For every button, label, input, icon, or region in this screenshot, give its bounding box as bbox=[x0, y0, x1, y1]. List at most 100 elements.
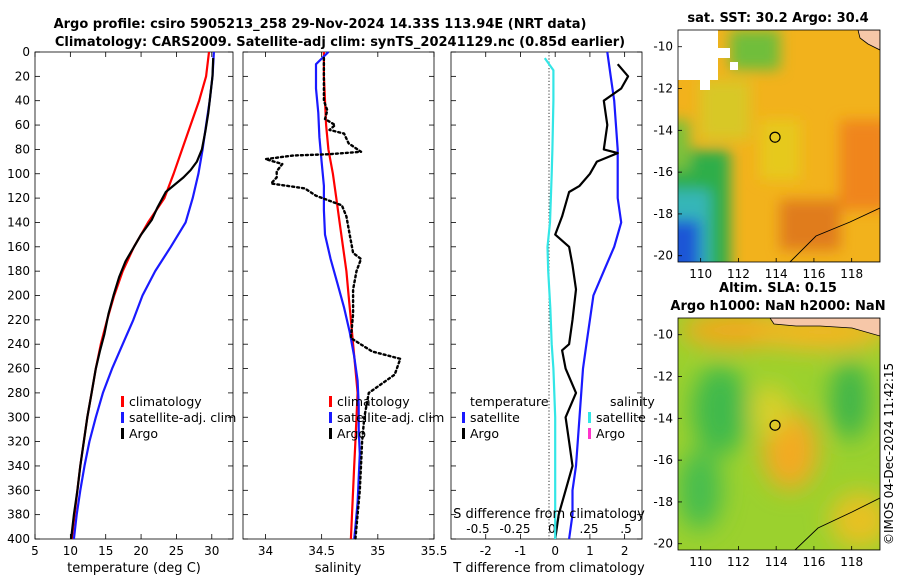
sla-coastline bbox=[794, 497, 880, 550]
series-satellite-adj-clim bbox=[314, 51, 361, 540]
difference-ticks: -2 -1 0 1 2 -0.5 -0.25 0 .25 .5 bbox=[451, 51, 642, 558]
x-tick-label: 25 bbox=[169, 544, 184, 558]
x-tick-label: 35.5 bbox=[421, 544, 448, 558]
legend-label-argo: Argo bbox=[337, 426, 366, 441]
difference-legend: temperature satellite Argo salinity sate… bbox=[462, 394, 655, 441]
x-tick-label-top: -0.5 bbox=[466, 522, 489, 536]
difference-lines bbox=[543, 51, 630, 540]
temperature-lines bbox=[70, 51, 215, 540]
x-tick-label: -2 bbox=[480, 544, 492, 558]
difference-xlabel-top: S difference from climatology bbox=[453, 507, 645, 522]
y-tick-label: 20 bbox=[15, 69, 30, 83]
legend-label-temperature-argo: Argo bbox=[470, 426, 499, 441]
lon-tick-label: 116 bbox=[802, 555, 825, 569]
legend-swatch-argo bbox=[121, 428, 124, 439]
series-climatology bbox=[70, 51, 211, 540]
y-tick-label: 300 bbox=[7, 410, 30, 424]
series-satellite-adj-clim bbox=[72, 51, 215, 540]
y-tick-label: 80 bbox=[15, 142, 30, 156]
x-tick-label-top: .25 bbox=[579, 522, 598, 536]
y-tick-label: 340 bbox=[7, 459, 30, 473]
lon-tick-label: 114 bbox=[765, 267, 788, 281]
title-line-2: Climatology: CARS2009. Satellite-adj cli… bbox=[55, 35, 625, 50]
legend-label-satellite: satellite-adj. clim bbox=[129, 410, 236, 425]
lon-tick-label: 118 bbox=[840, 267, 863, 281]
temperature-legend: climatology satellite-adj. clim Argo bbox=[121, 394, 236, 441]
lat-tick-label: -10 bbox=[653, 40, 673, 54]
x-tick-label: 35 bbox=[370, 544, 385, 558]
temperature-xlabel: temperature (deg C) bbox=[67, 561, 201, 576]
salinity-xlabel: salinity bbox=[315, 561, 362, 576]
lat-tick-label: -20 bbox=[653, 537, 673, 551]
x-tick-label-top: -0.25 bbox=[499, 522, 530, 536]
legend-title-salinity: salinity bbox=[610, 394, 655, 409]
x-tick-label: 10 bbox=[63, 544, 78, 558]
y-tick-label: 100 bbox=[7, 167, 30, 181]
sst-map-title: sat. SST: 30.2 Argo: 30.4 bbox=[687, 11, 868, 26]
lon-tick-label: 112 bbox=[727, 267, 750, 281]
title-line-1: Argo profile: csiro 5905213_258 29-Nov-2… bbox=[54, 17, 587, 32]
lat-tick-label: -14 bbox=[653, 123, 673, 137]
legend-label-salinity-argo: Argo bbox=[596, 426, 625, 441]
sla-map-panel: Altim. SLA: 0.15 Argo h1000: NaN h2000: … bbox=[653, 281, 885, 569]
sst-coastline bbox=[789, 207, 880, 262]
sla-map-ticks: 110 112 114 116 118 -10 -12 -14 -16 -18 -20 bbox=[653, 328, 863, 569]
lat-tick-label: -16 bbox=[653, 165, 673, 179]
y-tick-label: 380 bbox=[7, 508, 30, 522]
legend-swatch-temperature-argo bbox=[462, 428, 465, 439]
temperature-ticks: 5 10 15 20 25 3002040608010012014016018020022… bbox=[7, 45, 233, 558]
sst-land bbox=[857, 30, 880, 51]
legend-swatch-satellite bbox=[329, 412, 332, 423]
difference-axes-frame bbox=[450, 51, 643, 540]
series-salinity-satellite bbox=[543, 57, 557, 539]
sla-map-subtitle: Argo h1000: NaN h2000: NaN bbox=[670, 299, 885, 314]
x-tick-label-top: .5 bbox=[620, 522, 631, 536]
y-tick-label: 40 bbox=[15, 94, 30, 108]
lon-tick-label: 112 bbox=[727, 555, 750, 569]
x-tick-label: 1 bbox=[586, 544, 594, 558]
salinity-ticks: 34 34.5 35 35.5 bbox=[243, 51, 448, 558]
y-tick-label: 220 bbox=[7, 313, 30, 327]
argo-position-marker bbox=[769, 419, 781, 431]
y-tick-label: 60 bbox=[15, 118, 30, 132]
series-argo bbox=[70, 58, 215, 540]
lat-tick-label: -20 bbox=[653, 249, 673, 263]
legend-swatch-satellite bbox=[121, 412, 124, 423]
y-tick-label: 200 bbox=[7, 289, 30, 303]
y-tick-label: 320 bbox=[7, 435, 30, 449]
x-tick-label: 34 bbox=[258, 544, 273, 558]
legend-label-temperature-satellite: satellite bbox=[470, 410, 520, 425]
series-argo bbox=[264, 56, 402, 541]
sst-no-data-patch bbox=[678, 30, 718, 80]
salinity-legend: climatology satellite-adj. clim Argo bbox=[329, 394, 444, 441]
legend-title-temperature: temperature bbox=[470, 394, 549, 409]
x-tick-label: 34.5 bbox=[308, 544, 335, 558]
sla-map-title: Altim. SLA: 0.15 bbox=[719, 281, 837, 296]
legend-label-climatology: climatology bbox=[129, 394, 202, 409]
lon-tick-label: 118 bbox=[840, 555, 863, 569]
argo-position-marker bbox=[769, 131, 781, 143]
legend-label-satellite: satellite-adj. clim bbox=[337, 410, 444, 425]
x-tick-label: 20 bbox=[133, 544, 148, 558]
lat-tick-label: -10 bbox=[653, 328, 673, 342]
legend-label-climatology: climatology bbox=[337, 394, 410, 409]
y-tick-label: 0 bbox=[22, 45, 30, 59]
salinity-axes-frame bbox=[242, 51, 435, 540]
series-climatology bbox=[322, 52, 359, 540]
difference-panel: -2 -1 0 1 2 -0.5 -0.25 0 .25 .5 T difference from… bbox=[450, 51, 655, 576]
lat-tick-label: -14 bbox=[653, 411, 673, 425]
salinity-panel: 34 34.5 35 35.5 salinity climatology satell… bbox=[242, 51, 448, 576]
lat-tick-label: -12 bbox=[653, 82, 673, 96]
sst-field bbox=[678, 30, 880, 262]
series-temperature-argo bbox=[554, 63, 630, 540]
y-tick-label: 360 bbox=[7, 483, 30, 497]
legend-label-argo: Argo bbox=[129, 426, 158, 441]
y-tick-label: 180 bbox=[7, 264, 30, 278]
x-tick-label: 5 bbox=[31, 544, 39, 558]
difference-xlabel: T difference from climatology bbox=[452, 561, 645, 576]
salinity-lines bbox=[264, 51, 402, 541]
y-tick-label: 160 bbox=[7, 240, 30, 254]
sla-field bbox=[678, 318, 880, 550]
series-temperature-satellite bbox=[568, 51, 623, 540]
y-tick-label: 140 bbox=[7, 215, 30, 229]
